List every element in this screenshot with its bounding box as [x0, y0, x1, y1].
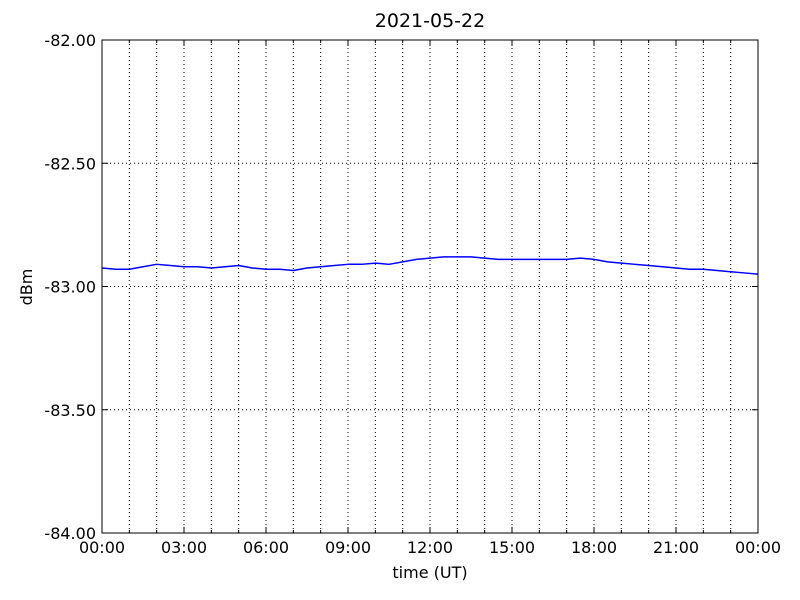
x-tick-label: 00:00 [79, 538, 125, 557]
plot-frame [101, 39, 759, 534]
y-tick-label: -83.50 [44, 401, 96, 420]
y-tick-label: -82.50 [44, 154, 96, 173]
x-tick-label: 21:00 [653, 538, 699, 557]
x-tick-label: 15:00 [489, 538, 535, 557]
x-axis-label: time (UT) [392, 563, 467, 582]
x-tick-label: 09:00 [325, 538, 371, 557]
y-tick-label: -84.00 [44, 524, 96, 543]
data-line [101, 256, 759, 275]
y-axis-label: dBm [17, 269, 36, 306]
x-tick-label: 18:00 [571, 538, 617, 557]
x-tick-label: 03:00 [161, 538, 207, 557]
x-tick-label: 06:00 [243, 538, 289, 557]
y-tick-label: -82.00 [44, 31, 96, 50]
x-tick-label: 12:00 [407, 538, 453, 557]
x-tick-label: 00:00 [735, 538, 781, 557]
y-tick-label: -83.00 [44, 278, 96, 297]
chart-title: 2021-05-22 [375, 10, 485, 32]
